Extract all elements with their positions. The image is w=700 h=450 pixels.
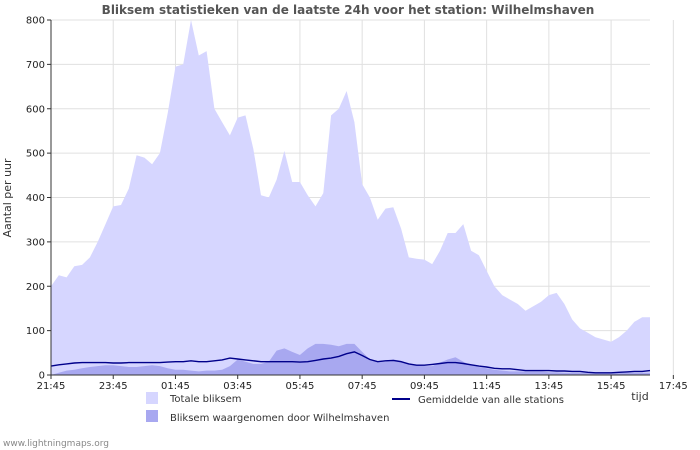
x-axis-label: tijd: [631, 390, 648, 403]
x-tick-label-0: 21:45: [37, 381, 66, 392]
footer-credit: www.lightningmaps.org: [3, 439, 109, 449]
y-tick-label-600: 600: [26, 104, 45, 115]
legend-swatch-station: [146, 410, 158, 422]
y-tick-label-500: 500: [26, 149, 45, 160]
x-tick-label-2: 01:45: [161, 381, 190, 392]
x-tick-label-9: 15:45: [597, 381, 626, 392]
series-layer: [50, 20, 651, 375]
chart-title: Bliksem statistieken van de laatste 24h …: [102, 3, 595, 17]
y-tick-label-300: 300: [26, 237, 45, 248]
x-tick-label-1: 23:45: [99, 381, 128, 392]
series-area-totale-bliksem: [51, 20, 650, 375]
x-tick-label-5: 07:45: [348, 381, 377, 392]
y-tick-label-400: 400: [26, 193, 45, 204]
y-tick-label-100: 100: [26, 326, 45, 337]
x-tick-label-3: 03:45: [223, 381, 252, 392]
legend: Totale bliksem Bliksem waargenomen door …: [146, 392, 564, 424]
tick-labels: 0 100 200 300 400 500 600 700 800 21:45 23:45 01:45…: [26, 16, 688, 393]
legend-label-average: Gemiddelde van alle stations: [418, 395, 564, 406]
y-tick-label-0: 0: [39, 371, 45, 382]
legend-swatch-total: [146, 392, 158, 404]
y-tick-label-200: 200: [26, 282, 45, 293]
series-area-bliksem-waargenomen-door-wilhelmshaven: [51, 343, 650, 375]
y-tick-label-700: 700: [26, 60, 45, 71]
y-tick-label-800: 800: [26, 16, 45, 27]
series-line-gemiddelde-van-alle-stations: [50, 351, 651, 374]
x-tick-label-4: 05:45: [286, 381, 315, 392]
axes: [47, 19, 674, 379]
y-axis-label: Aantal per uur: [1, 158, 14, 238]
x-tick-label-10: 17:45: [659, 381, 688, 392]
legend-label-total: Totale bliksem: [169, 394, 241, 405]
x-tick-label-6: 09:45: [410, 381, 439, 392]
x-tick-label-8: 13:45: [534, 381, 563, 392]
x-tick-label-7: 11:45: [472, 381, 501, 392]
legend-label-station: Bliksem waargenomen door Wilhelmshaven: [170, 413, 389, 424]
